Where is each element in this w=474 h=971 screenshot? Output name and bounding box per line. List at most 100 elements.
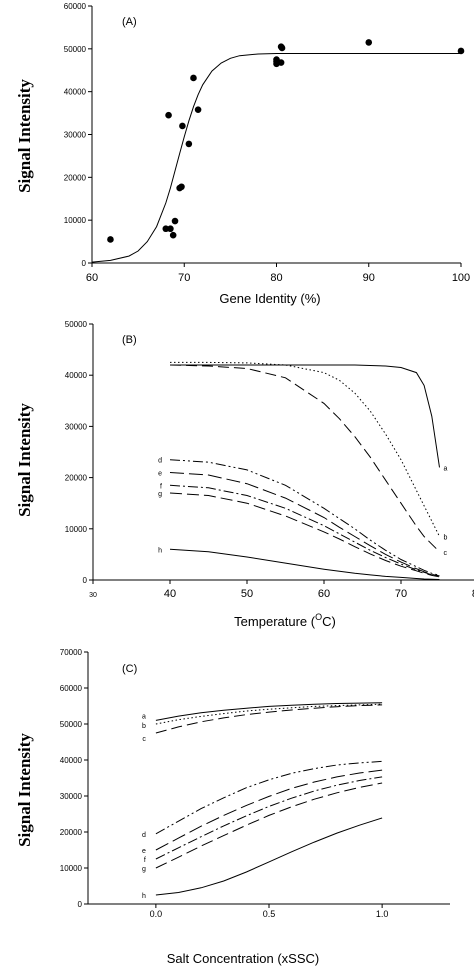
panel-b-x-tick-label: 50 <box>241 588 253 600</box>
panel-b-x-axis-unit: C) <box>322 614 336 629</box>
panel-c-series-a-label: a <box>142 713 146 720</box>
panel-b-x-axis-degree: O <box>315 612 322 622</box>
panel-b-series-b-label: b <box>444 534 448 541</box>
panel-b-series-c-line <box>169 364 440 553</box>
panel-b-series-h-line <box>169 548 440 580</box>
panel-a-data-point <box>185 140 193 148</box>
panel-a-x-tick-label: 80 <box>270 272 282 284</box>
panel-c-series-f-line <box>155 776 383 860</box>
panel-b: (B) 0 10000 20000 30000 40000 50000 30 40 50 60 70… <box>15 320 474 629</box>
panel-a-x-tick-label: 100 <box>452 272 470 284</box>
panel-c-y-tick-label: 30000 <box>60 792 83 801</box>
panel-a-data-point <box>365 39 373 46</box>
panel-a-y-tick-label: 0 <box>82 259 87 268</box>
panel-b-y-axis-label: Signal Intensity <box>15 403 34 517</box>
panel-c-series-d-label: d <box>142 832 146 839</box>
panel-b-series-g-line <box>169 492 440 578</box>
panel-a: (A) 0 10000 20000 30000 40000 50000 60000 60 70 8… <box>15 2 470 306</box>
panel-a-data-point <box>169 231 177 239</box>
panel-c-series-c-label: c <box>142 736 146 743</box>
panel-a-data-point <box>457 47 465 55</box>
panel-b-x-tick-label: 40 <box>164 588 176 600</box>
panel-a-data-point <box>190 74 197 82</box>
panel-a-plot: 0 10000 20000 30000 40000 50000 60000 60 70 80 90 1… <box>64 2 470 284</box>
panel-a-y-tick-label: 20000 <box>64 173 87 182</box>
panel-a-data-point <box>162 225 170 233</box>
panel-b-y-tick-label: 50000 <box>65 320 88 329</box>
panel-b-x-tick-label: 30 <box>89 592 97 599</box>
panel-b-x-axis-label: Temperature (OC) <box>234 612 336 629</box>
panel-c-y-tick-label: 60000 <box>60 684 83 693</box>
panel-c-series-h-label: h <box>142 893 146 900</box>
panel-a-data-point <box>178 183 185 191</box>
panel-a-data-point <box>165 111 172 119</box>
panel-a-data-point <box>278 44 286 52</box>
panel-c-x-tick-label: 0.0 <box>150 909 163 919</box>
panel-c-x-axis-label: Salt Concentration (xSSC) <box>167 951 319 966</box>
panel-c-series-c-line <box>155 704 383 734</box>
panel-c-y-tick-label: 10000 <box>60 864 83 873</box>
panel-a-fit-curve <box>91 53 461 263</box>
panel-b-series-a-label: a <box>444 465 448 472</box>
panel-c-series-b-label: b <box>142 723 146 730</box>
panel-b-series-d-label: d <box>158 458 162 465</box>
panel-b-y-tick-label: 30000 <box>65 422 88 431</box>
panel-b-series-e-label: e <box>158 470 162 477</box>
panel-a-x-tick-label: 70 <box>178 272 190 284</box>
panel-a-x-tick-label: 90 <box>363 272 375 284</box>
panel-b-series-a-line <box>170 364 440 468</box>
panel-c-series-d-line <box>155 760 383 835</box>
panel-c-y-tick-label: 40000 <box>60 756 83 765</box>
panel-a-x-tick-label: 60 <box>86 272 98 284</box>
panel-c-series-f-label: f <box>144 857 146 864</box>
panel-b-x-tick-label: 80 <box>472 588 474 600</box>
panel-c-x-tick-label: 0.5 <box>263 909 276 919</box>
panel-b-series-b-line <box>170 361 440 537</box>
panel-b-series-d-line <box>169 459 440 576</box>
panel-a-data-point <box>107 236 114 243</box>
panel-c-series-e-line <box>155 769 383 851</box>
panel-b-y-tick-label: 10000 <box>65 525 88 534</box>
panel-a-y-tick-label: 10000 <box>64 216 87 225</box>
panel-b-label: (B) <box>122 334 137 346</box>
panel-a-y-tick-label: 50000 <box>64 45 87 54</box>
panel-c-x-tick-label: 1.0 <box>376 909 389 919</box>
panel-a-data-point <box>179 122 186 130</box>
panel-a-y-tick-label: 60000 <box>64 2 87 11</box>
panel-a-y-tick-label: 40000 <box>64 88 87 97</box>
panel-c-series-g-line <box>155 782 383 869</box>
panel-c-y-tick-label: 70000 <box>60 648 83 657</box>
panel-a-y-tick-label: 30000 <box>64 131 87 140</box>
panel-c-y-tick-label: 0 <box>78 900 83 909</box>
panel-b-x-axis-label-text: Temperature ( <box>234 614 316 629</box>
panel-a-x-axis-label: Gene Identity (%) <box>219 291 320 306</box>
panel-b-series-e-line <box>169 472 440 577</box>
panel-a-data-point <box>171 217 179 225</box>
panel-b-y-tick-label: 0 <box>83 576 88 585</box>
panel-b-x-tick-label: 70 <box>395 588 407 600</box>
panel-b-plot: 0 10000 20000 30000 40000 50000 30 40 50 60 70 80 a b… <box>65 320 474 600</box>
panel-b-y-tick-label: 20000 <box>65 474 88 483</box>
panel-c-label: (C) <box>122 663 137 675</box>
panel-a-data-point <box>277 59 285 66</box>
panel-a-data-point <box>194 106 202 113</box>
panel-c-series-e-label: e <box>142 848 146 855</box>
panel-c-series-g-label: g <box>142 866 146 873</box>
panel-b-x-tick-label: 60 <box>318 588 330 600</box>
panel-b-series-h-label: h <box>158 547 162 554</box>
panel-b-series-f-line <box>169 484 440 577</box>
panel-c-series-a-line <box>155 702 383 721</box>
panel-b-y-tick-label: 40000 <box>65 371 88 380</box>
panel-a-label: (A) <box>122 16 137 28</box>
panel-c-plot: 0 10000 20000 30000 40000 50000 60000 70000 0.0 0… <box>60 648 450 919</box>
panel-c-series-h-line <box>155 817 383 896</box>
panel-b-series-f-label: f <box>160 483 162 490</box>
panel-a-y-axis-label: Signal Intensity <box>15 79 34 193</box>
panel-c: (C) 0 10000 20000 30000 40000 50000 60000 70000… <box>15 648 450 966</box>
panel-c-y-tick-label: 50000 <box>60 720 83 729</box>
panel-c-y-axis-label: Signal Intensity <box>15 733 34 847</box>
panel-c-y-tick-label: 20000 <box>60 828 83 837</box>
panel-a-data-point <box>167 225 174 233</box>
panel-b-series-c-label: c <box>444 550 448 557</box>
